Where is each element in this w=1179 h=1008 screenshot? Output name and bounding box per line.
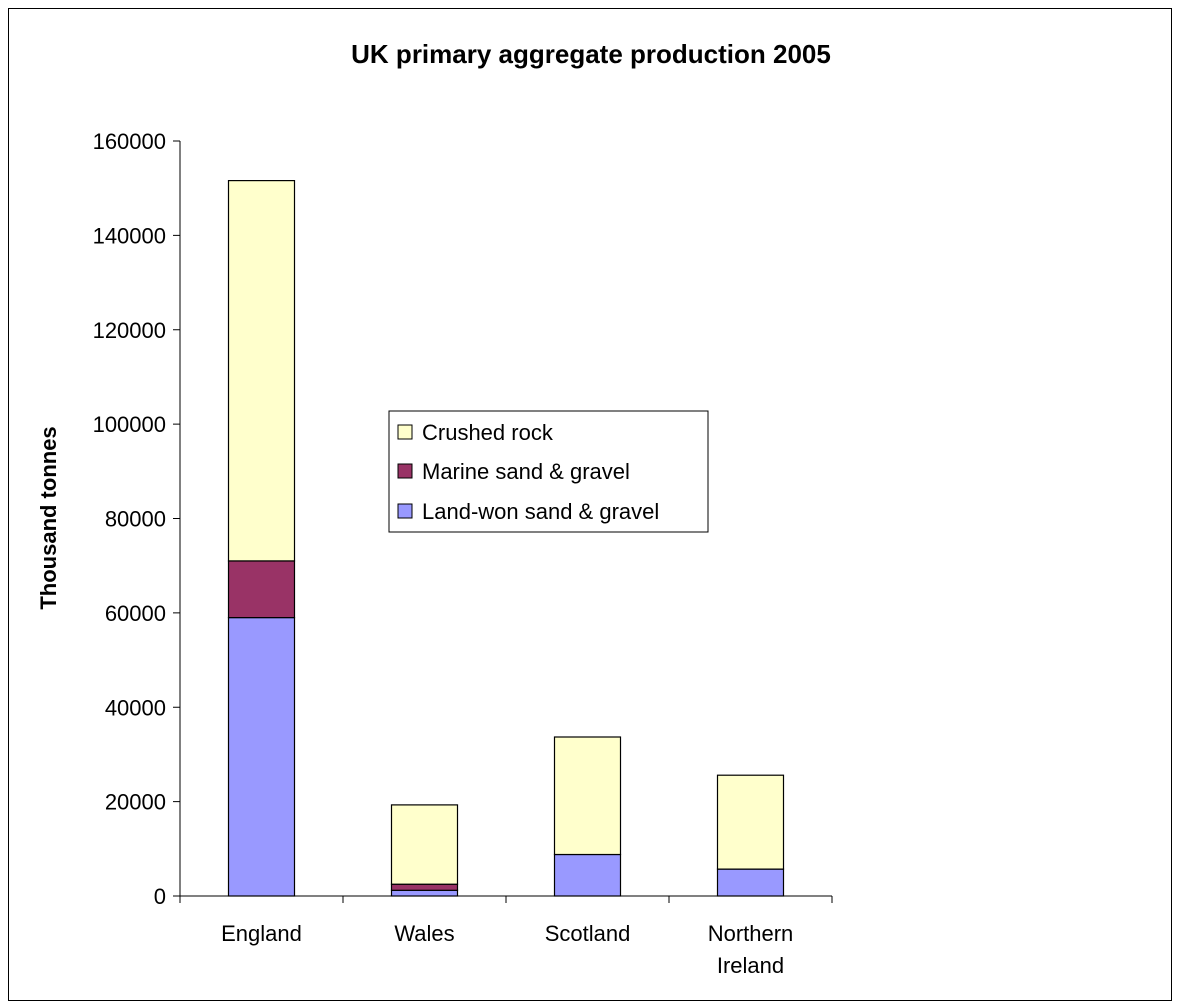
y-tick-label-8: 160000	[93, 129, 166, 154]
bar-2-2	[553, 736, 622, 856]
legend-label-2: Crushed rock	[422, 420, 554, 445]
y-tick-label-5: 100000	[93, 412, 166, 437]
legend-swatch-2	[397, 424, 413, 440]
x-tick-label-2: Scotland	[545, 921, 631, 946]
y-tick-label-3: 60000	[105, 601, 166, 626]
y-axis-title: Thousand tonnes	[36, 426, 61, 609]
legend-items: Crushed rock Marine sand & gravel Land-won…	[397, 420, 659, 524]
y-tick-label-0: 0	[154, 884, 166, 909]
legend-label-0: Land-won sand & gravel	[422, 499, 659, 524]
bar-0-2	[553, 853, 622, 897]
bar-0-3	[716, 868, 785, 897]
bar-0-1	[390, 889, 459, 897]
y-tick-label-6: 120000	[93, 318, 166, 343]
legend-swatch-1	[397, 463, 413, 479]
legend-box	[388, 410, 709, 533]
x-tick-label-line: England	[221, 921, 302, 946]
y-tick-label-1: 20000	[105, 790, 166, 815]
x-tick-label-0: England	[221, 921, 302, 946]
bar-1-1	[390, 883, 459, 891]
bars-layer	[227, 180, 785, 897]
x-tick-label-3: Northern Ireland	[708, 921, 794, 978]
legend-label-1: Marine sand & gravel	[422, 459, 630, 484]
chart-title: UK primary aggregate production 2005	[351, 39, 831, 69]
x-tick-label-line: Northern	[708, 921, 794, 946]
y-tick-label-4: 80000	[105, 507, 166, 532]
legend: Crushed rock Marine sand & gravel Land-won…	[388, 410, 709, 533]
bar-2-0	[227, 180, 296, 562]
x-tick-label-line: Wales	[394, 921, 454, 946]
bar-2-3	[716, 774, 785, 870]
axes-layer: 0 20000 40000 60000 80000 100000 120000 140000 1…	[93, 129, 833, 978]
bar-1-0	[227, 560, 296, 619]
bar-0-0	[227, 616, 296, 897]
y-tick-label-7: 140000	[93, 223, 166, 248]
legend-swatch-0	[397, 503, 413, 519]
bar-2-1	[390, 804, 459, 885]
y-tick-label-2: 40000	[105, 695, 166, 720]
x-tick-label-1: Wales	[394, 921, 454, 946]
x-tick-label-line: Scotland	[545, 921, 631, 946]
x-tick-label-line: Ireland	[717, 953, 784, 978]
